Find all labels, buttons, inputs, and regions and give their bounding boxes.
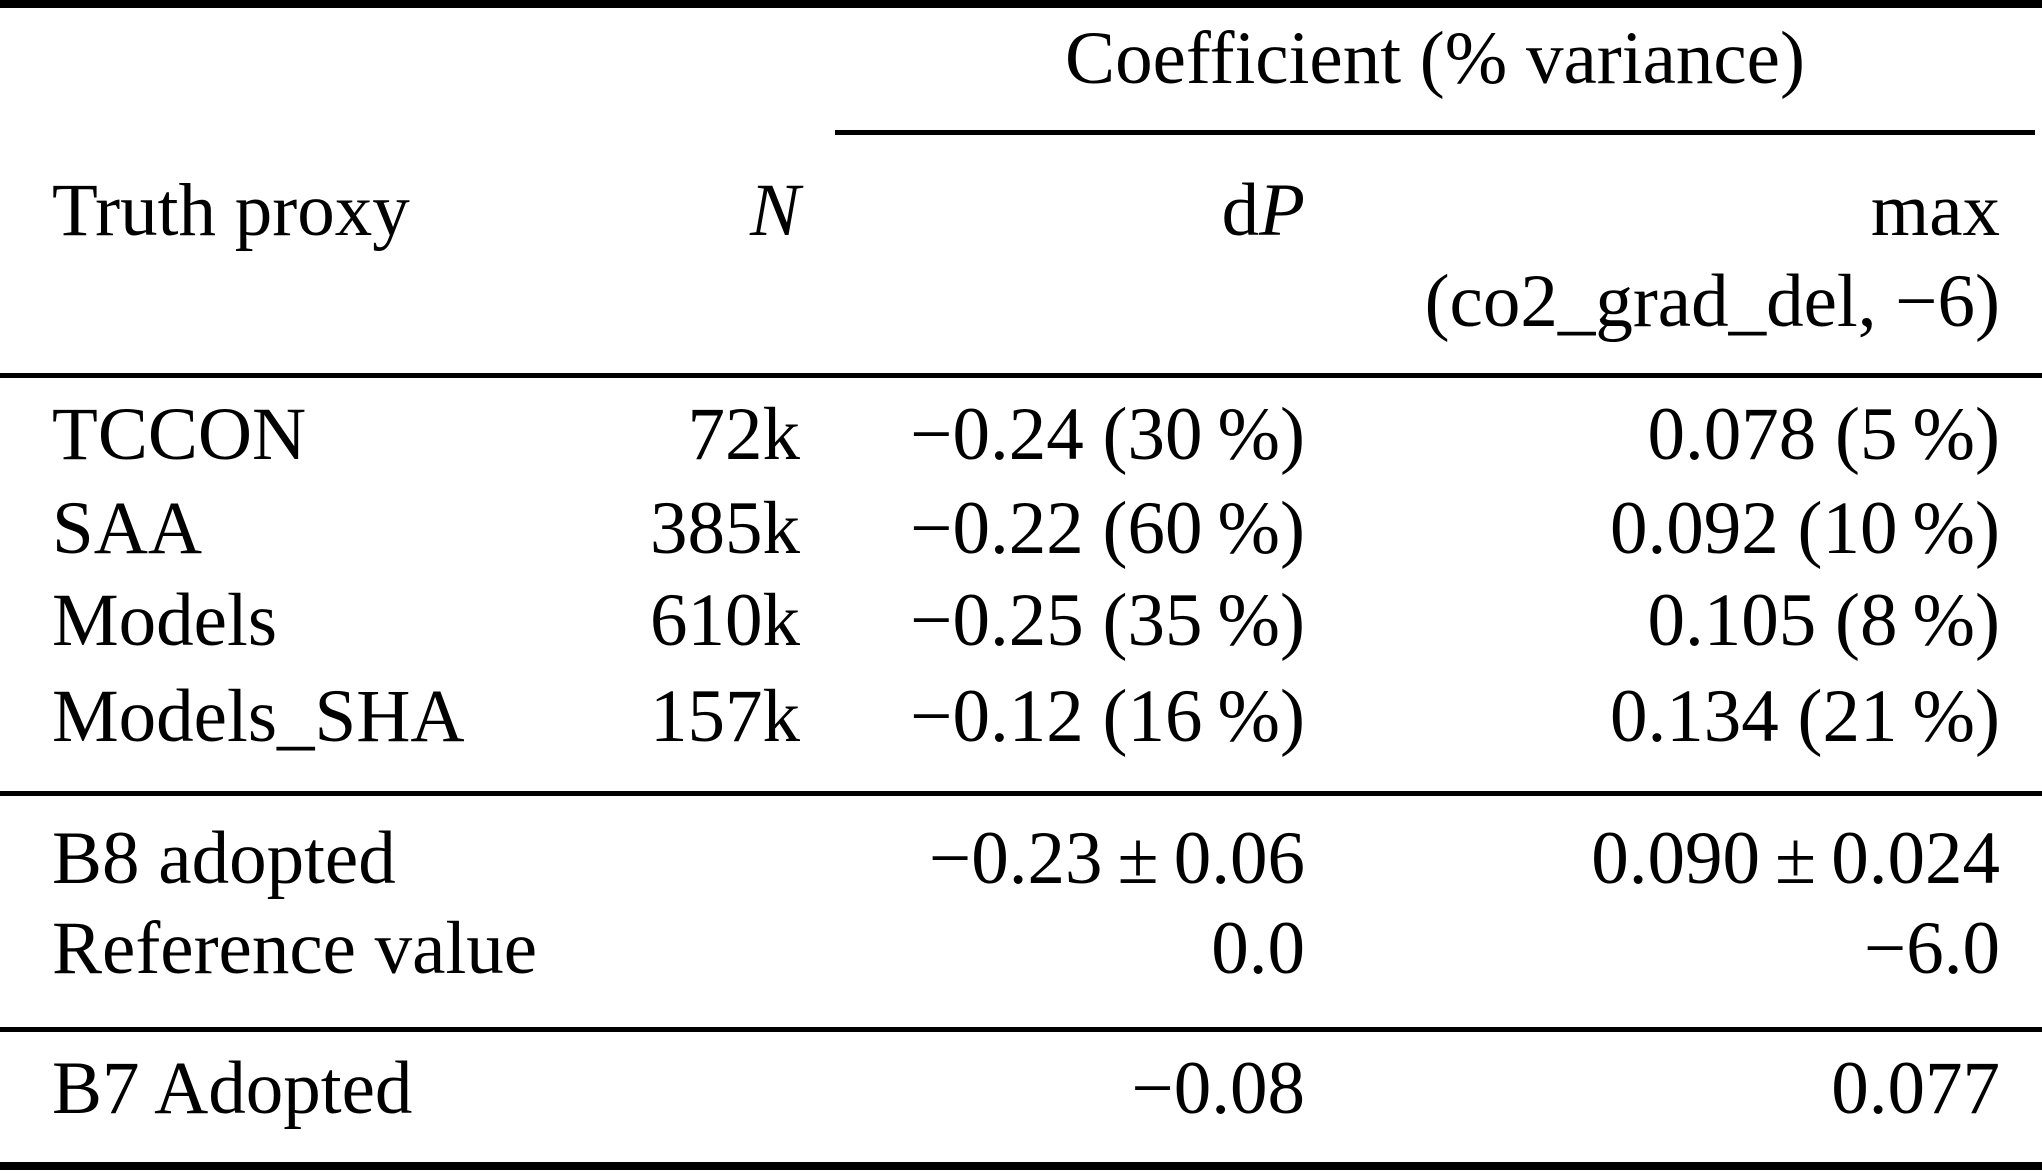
rule-section-2 <box>0 1027 2042 1032</box>
cell-n: 72k <box>687 393 801 476</box>
cell-dp: −0.24 (30 %) <box>910 393 1305 476</box>
col-header-max: max <box>1870 169 2000 252</box>
col-header-n: N <box>749 169 800 252</box>
cell-max: 0.078 (5 %) <box>1647 393 2000 476</box>
cell-n: 610k <box>650 579 800 662</box>
cell-max: −6.0 <box>1863 907 2000 990</box>
rule-bottom <box>0 1162 2042 1170</box>
span-header-coefficient: Coefficient (% variance) <box>1065 17 1805 100</box>
cell-max: 0.077 <box>1831 1047 2000 1130</box>
cell-proxy: Models_SHA <box>52 675 465 758</box>
col-header-dp-d: d <box>1221 169 1260 252</box>
cell-max: 0.105 (8 %) <box>1647 579 2000 662</box>
cell-n: 157k <box>650 675 800 758</box>
rule-coefficient-span <box>835 130 2035 135</box>
cell-max: 0.092 (10 %) <box>1610 487 2000 570</box>
cell-label: B7 Adopted <box>52 1047 413 1130</box>
cell-dp: −0.23 ± 0.06 <box>929 817 1305 900</box>
cell-dp: −0.22 (60 %) <box>910 487 1305 570</box>
cell-dp: −0.12 (16 %) <box>910 675 1305 758</box>
cell-max: 0.134 (21 %) <box>1610 675 2000 758</box>
cell-proxy: SAA <box>52 487 203 570</box>
cell-n: 385k <box>650 487 800 570</box>
cell-max: 0.090 ± 0.024 <box>1591 817 2000 900</box>
cell-proxy: Models <box>52 579 277 662</box>
rule-top <box>0 0 2042 8</box>
rule-section-1 <box>0 791 2042 796</box>
cell-proxy: TCCON <box>52 393 307 476</box>
cell-label: B8 adopted <box>52 817 396 900</box>
rule-header-bottom <box>0 373 2042 378</box>
cell-label: Reference value <box>52 907 538 990</box>
cell-dp: −0.08 <box>1131 1047 1305 1130</box>
col-header-truth-proxy: Truth proxy <box>52 169 410 252</box>
cell-dp: −0.25 (35 %) <box>910 579 1305 662</box>
col-header-max-sub: (co2_grad_del, −6) <box>1424 260 2000 343</box>
cell-dp: 0.0 <box>1211 907 1305 990</box>
col-header-dp: dP <box>0 173 1305 248</box>
col-header-dp-p: P <box>1259 169 1305 252</box>
